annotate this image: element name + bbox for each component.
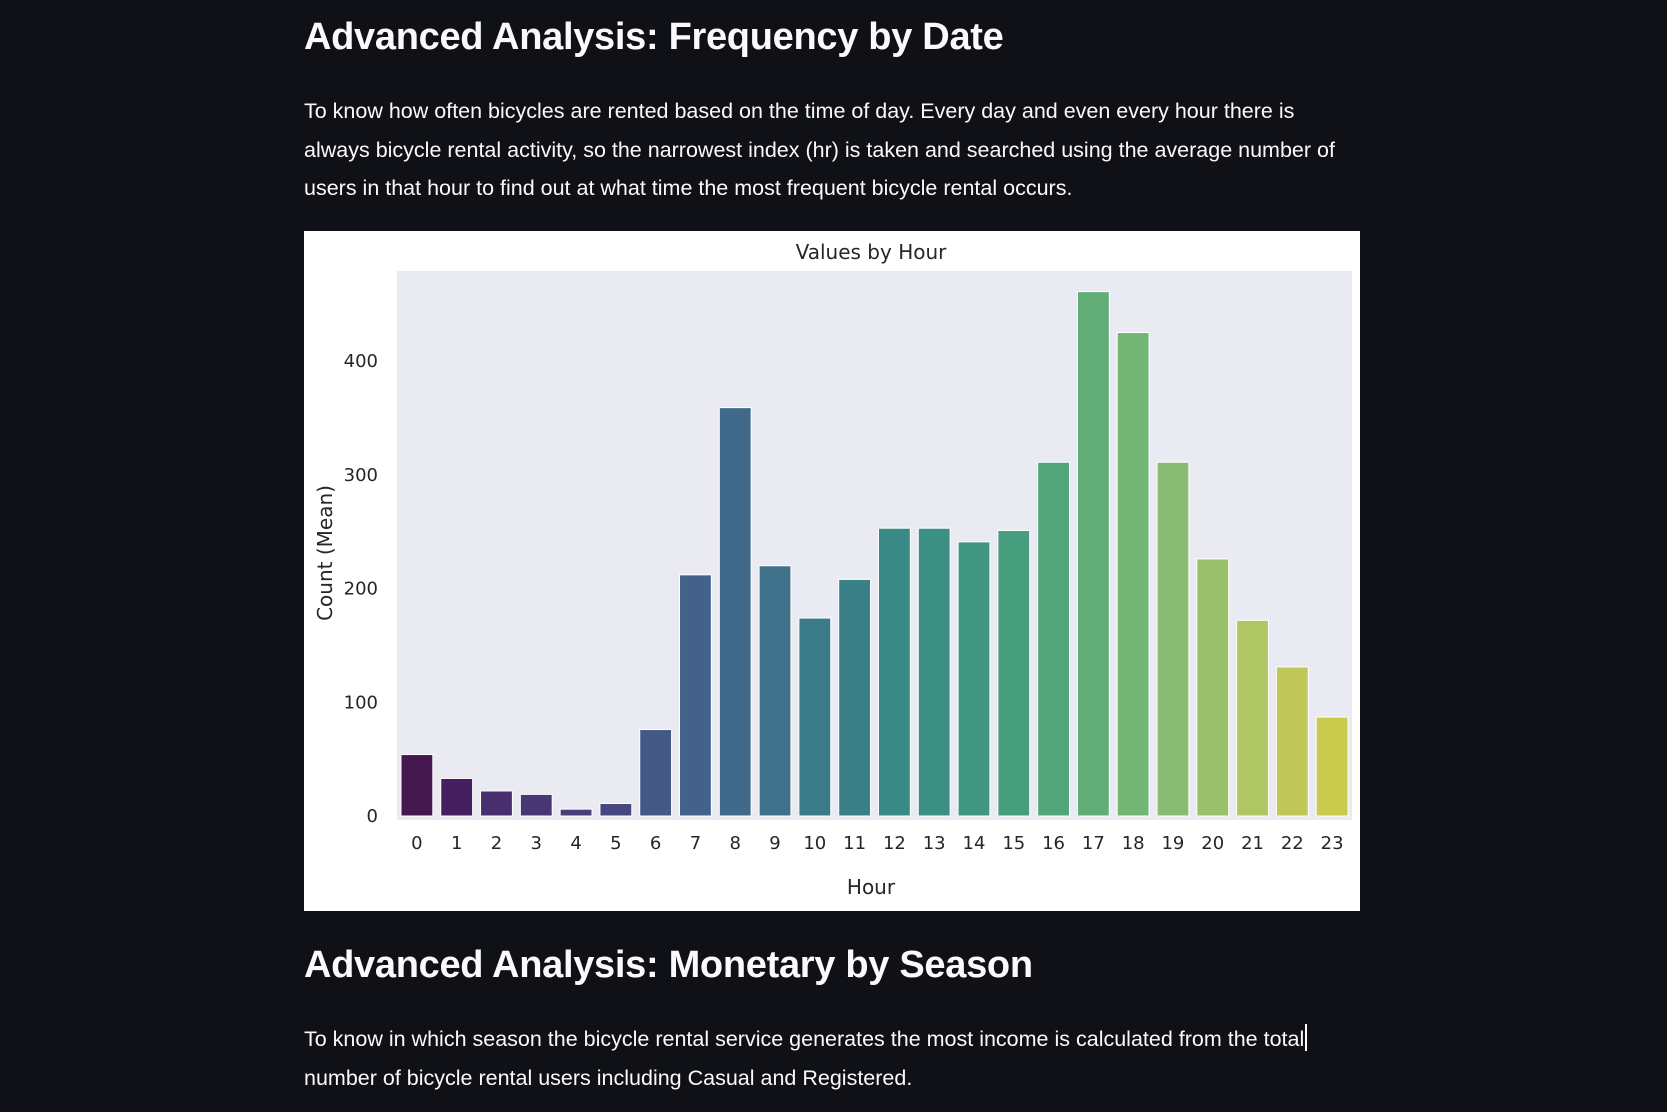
bar-hour-2	[480, 790, 513, 817]
x-tick-label: 20	[1201, 833, 1224, 854]
bar-hour-21	[1236, 619, 1269, 817]
bar-hour-4	[559, 808, 593, 817]
x-tick-label: 18	[1122, 833, 1145, 854]
bars-group	[400, 291, 1349, 817]
x-tick-label: 3	[531, 833, 542, 854]
bar-hour-12	[877, 527, 911, 817]
x-axis-label: Hour	[847, 875, 896, 899]
x-tick-label: 8	[730, 833, 741, 854]
x-tick-label: 22	[1281, 833, 1304, 854]
x-tick-label: 12	[883, 833, 906, 854]
y-axis-label: Count (Mean)	[313, 485, 337, 621]
chart-title: Values by Hour	[796, 240, 948, 264]
x-tick-label: 14	[963, 833, 986, 854]
monetary-section-text-content: To know in which season the bicycle rent…	[304, 1027, 1305, 1051]
frequency-section-title: Advanced Analysis: Frequency by Date	[304, 16, 1004, 58]
bar-hour-19	[1156, 461, 1190, 817]
bar-hour-5	[599, 802, 633, 817]
x-tick-label: 17	[1082, 833, 1105, 854]
bar-hour-6	[639, 729, 673, 817]
y-tick-label: 100	[344, 692, 378, 713]
x-tick-label: 0	[411, 833, 422, 854]
bar-hour-1	[440, 777, 474, 817]
y-tick-label: 200	[344, 579, 378, 600]
bar-hour-10	[798, 617, 832, 817]
bar-hour-22	[1275, 666, 1309, 817]
bar-hour-20	[1196, 558, 1230, 817]
y-axis-ticks: 0 100 200 300 400	[344, 351, 378, 827]
bar-hour-8	[718, 407, 752, 817]
monetary-section-text: To know in which season the bicycle rent…	[304, 1020, 1360, 1097]
bar-hour-16	[1037, 461, 1070, 817]
x-tick-label: 2	[491, 833, 502, 854]
x-tick-label: 13	[923, 833, 946, 854]
x-tick-label: 23	[1321, 833, 1344, 854]
y-tick-label: 400	[344, 351, 378, 372]
bar-hour-0	[400, 754, 434, 817]
bar-hour-17	[1076, 291, 1110, 817]
bar-hour-18	[1116, 332, 1150, 817]
y-tick-label: 300	[344, 465, 378, 486]
plot-area	[397, 271, 1352, 820]
bar-hour-15	[997, 529, 1031, 817]
x-tick-label: 19	[1161, 833, 1184, 854]
bar-hour-9	[758, 565, 792, 817]
monetary-section-title: Advanced Analysis: Monetary by Season	[304, 944, 1033, 986]
x-tick-label: 4	[570, 833, 581, 854]
x-tick-label: 10	[803, 833, 826, 854]
bar-hour-7	[679, 574, 712, 817]
y-tick-label: 0	[367, 806, 378, 827]
bar-hour-13	[917, 527, 951, 817]
x-tick-label: 11	[843, 833, 866, 854]
x-tick-label: 5	[610, 833, 621, 854]
x-tick-label: 7	[690, 833, 701, 854]
values-by-hour-chart: 0 100 200 300 400 0 1 2 3 4 5 6 7 8 9 10 11 12 13 14 15 16 17…	[304, 231, 1360, 911]
bar-hour-3	[519, 793, 553, 817]
text-cursor	[1305, 1024, 1308, 1051]
x-tick-label: 1	[451, 833, 462, 854]
frequency-section-text: To know how often bicycles are rented ba…	[304, 99, 1335, 200]
x-tick-label: 6	[650, 833, 661, 854]
x-tick-label: 9	[769, 833, 780, 854]
monetary-section-text-rest: number of bicycle rental users including…	[304, 1065, 913, 1090]
bar-hour-23	[1315, 716, 1349, 817]
x-tick-label: 21	[1241, 833, 1264, 854]
x-axis-ticks: 0 1 2 3 4 5 6 7 8 9 10 11 12 13 14 15 16 17 18 19 20 21 22 23	[411, 833, 1343, 854]
bar-hour-14	[957, 541, 991, 817]
bar-hour-11	[838, 578, 872, 817]
x-tick-label: 16	[1042, 833, 1065, 854]
x-tick-label: 15	[1002, 833, 1025, 854]
